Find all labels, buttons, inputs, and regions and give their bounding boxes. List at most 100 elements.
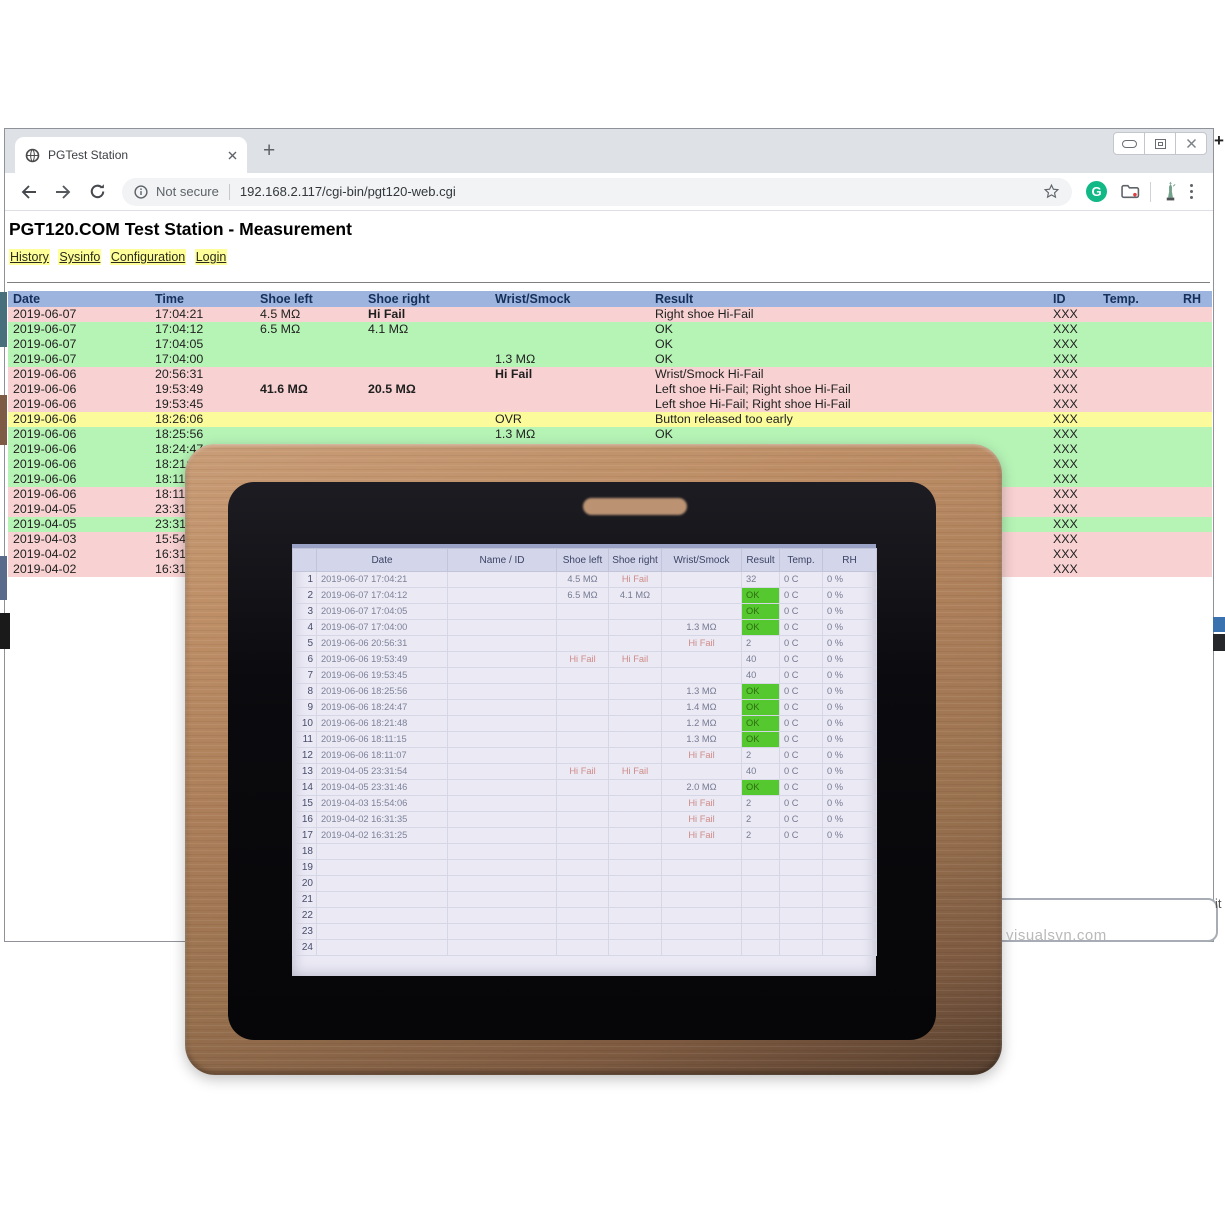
cell-time: 17:04:12 <box>150 322 255 337</box>
device-cell-temp: 0 C <box>779 667 823 684</box>
url-text[interactable]: 192.168.2.117/cgi-bin/pgt120-web.cgi <box>239 184 456 199</box>
forward-button[interactable] <box>54 183 73 201</box>
device-cell-shoe_left <box>556 699 609 716</box>
measurement-row: 2019-06-07 17:04:00 1.3 MΩ OK XXX <box>8 352 1212 367</box>
device-cell-shoe_left <box>556 603 609 620</box>
measurement-row: 2019-06-06 19:53:49 41.6 MΩ 20.5 MΩ Left sho… <box>8 382 1212 397</box>
device-column-header-index <box>292 548 317 572</box>
cell-rh <box>1178 532 1212 547</box>
cell-rh <box>1178 337 1212 352</box>
measurement-row: 2019-06-06 18:26:06 OVR Button released too… <box>8 412 1212 427</box>
address-bar[interactable]: Not secure 192.168.2.117/cgi-bin/pgt120-… <box>122 177 1072 206</box>
photo-edge-artifact <box>0 613 10 649</box>
device-cell-date: 2019-06-07 17:04:12 <box>316 587 448 604</box>
cell-date: 2019-06-07 <box>8 352 150 367</box>
device-cell-rh: 0 % <box>822 619 877 636</box>
device-cell-n: 16 <box>292 811 317 828</box>
bookmark-star-icon[interactable] <box>1043 183 1060 200</box>
grammarly-extension-button[interactable]: G <box>1086 181 1107 202</box>
device-cell-name <box>447 923 557 940</box>
cell-shoe_left <box>255 412 363 427</box>
close-button[interactable] <box>1175 133 1206 154</box>
tab-close-icon[interactable] <box>228 151 237 160</box>
device-column-header-temp-: Temp. <box>779 548 823 572</box>
cell-result: OK <box>650 427 1048 442</box>
device-cell-shoe_right: 4.1 MΩ <box>608 587 662 604</box>
device-cell-wrist_smock: 1.3 MΩ <box>661 731 742 748</box>
device-cell-shoe_left <box>556 795 609 812</box>
device-cell-shoe_right <box>608 795 662 812</box>
cell-temp <box>1098 367 1178 382</box>
photo-edge-artifact <box>0 395 7 445</box>
device-cell-n: 8 <box>292 683 317 700</box>
security-label[interactable]: Not secure <box>156 184 219 199</box>
new-tab-button[interactable]: + <box>263 139 276 162</box>
browser-menu-button[interactable] <box>1190 182 1194 202</box>
statue-extension-button[interactable] <box>1163 181 1178 202</box>
device-cell-shoe_right <box>608 891 662 908</box>
cell-id: XXX <box>1048 487 1098 502</box>
minimize-button[interactable] <box>1114 133 1144 154</box>
back-button[interactable] <box>19 183 38 201</box>
nav-link-sysinfo[interactable]: Sysinfo <box>58 249 102 265</box>
reload-icon <box>90 184 105 199</box>
cell-result: Left shoe Hi-Fail; Right shoe Hi-Fail <box>650 397 1048 412</box>
cell-shoe_left: 6.5 MΩ <box>255 322 363 337</box>
device-cell-temp: 0 C <box>779 683 823 700</box>
cell-wrist_smock: 1.3 MΩ <box>490 352 650 367</box>
cell-shoe_left <box>255 427 363 442</box>
device-column-header-rh: RH <box>822 548 877 572</box>
nav-link-history[interactable]: History <box>9 249 50 265</box>
cell-temp <box>1098 502 1178 517</box>
device-cell-n: 2 <box>292 587 317 604</box>
cell-date: 2019-06-06 <box>8 382 150 397</box>
cell-id: XXX <box>1048 427 1098 442</box>
cell-date: 2019-06-06 <box>8 442 150 457</box>
cell-result: Left shoe Hi-Fail; Right shoe Hi-Fail <box>650 382 1048 397</box>
cell-rh <box>1178 397 1212 412</box>
device-cell-n: 15 <box>292 795 317 812</box>
device-cell-shoe_right <box>608 747 662 764</box>
reload-button[interactable] <box>89 183 106 200</box>
device-cell-date: 2019-06-06 18:21:48 <box>316 715 448 732</box>
device-cell-n: 10 <box>292 715 317 732</box>
cell-date: 2019-04-02 <box>8 562 150 577</box>
column-header-time: Time <box>150 291 255 307</box>
cell-shoe_right: 4.1 MΩ <box>363 322 490 337</box>
device-cell-rh: 0 % <box>822 747 877 764</box>
folder-extension-button[interactable] <box>1121 184 1140 199</box>
device-cell-name <box>447 811 557 828</box>
tab-strip: PGTest Station + <box>5 129 1213 173</box>
browser-tab[interactable]: PGTest Station <box>15 137 247 173</box>
device-table-row: 19 <box>292 859 877 876</box>
device-cell-name <box>447 875 557 892</box>
nav-link-configuration[interactable]: Configuration <box>109 249 187 265</box>
cell-rh <box>1178 382 1212 397</box>
device-cell-wrist_smock <box>661 571 742 588</box>
device-cell-temp: 0 C <box>779 779 823 796</box>
device-table-row: 20 <box>292 875 877 892</box>
device-cell-date: 2019-04-02 16:31:35 <box>316 811 448 828</box>
device-cell-shoe_right <box>608 907 662 924</box>
device-cell-shoe_left <box>556 667 609 684</box>
cell-date: 2019-06-06 <box>8 487 150 502</box>
device-cell-name <box>447 571 557 588</box>
device-cell-shoe_left <box>556 779 609 796</box>
nav-link-login[interactable]: Login <box>194 249 228 265</box>
cell-rh <box>1178 307 1212 322</box>
device-cell-rh <box>822 907 877 924</box>
device-cell-wrist_smock: Hi Fail <box>661 811 742 828</box>
device-cell-wrist_smock <box>661 875 742 892</box>
column-header-id: ID <box>1048 291 1098 307</box>
device-cell-rh: 0 % <box>822 651 877 668</box>
tab-title: PGTest Station <box>48 148 129 162</box>
cell-rh <box>1178 442 1212 457</box>
device-cell-date: 2019-06-06 19:53:49 <box>316 651 448 668</box>
device-cell-date: 2019-06-07 17:04:00 <box>316 619 448 636</box>
device-cell-rh: 0 % <box>822 811 877 828</box>
restore-button[interactable] <box>1144 133 1175 154</box>
device-cell-rh: 0 % <box>822 731 877 748</box>
device-cell-rh: 0 % <box>822 779 877 796</box>
